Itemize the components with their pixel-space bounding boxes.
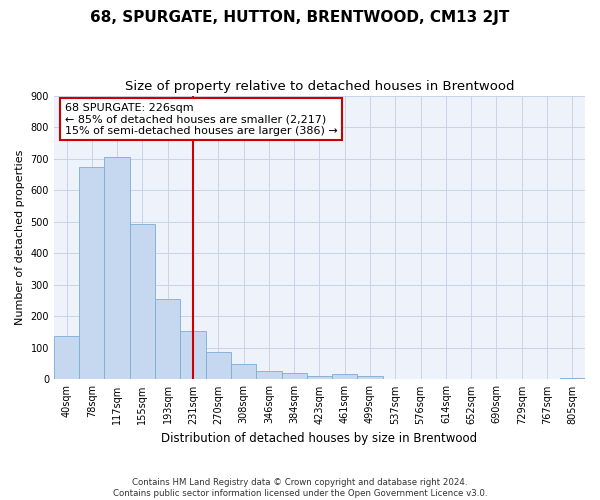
Bar <box>358 376 383 380</box>
Bar <box>332 374 358 380</box>
X-axis label: Distribution of detached houses by size in Brentwood: Distribution of detached houses by size … <box>161 432 478 445</box>
Bar <box>256 371 281 380</box>
Bar <box>130 224 155 380</box>
Bar <box>181 331 206 380</box>
Text: 68 SPURGATE: 226sqm
← 85% of detached houses are smaller (2,217)
15% of semi-det: 68 SPURGATE: 226sqm ← 85% of detached ho… <box>65 102 337 136</box>
Bar <box>560 378 585 380</box>
Bar <box>281 374 307 380</box>
Bar <box>104 156 130 380</box>
Y-axis label: Number of detached properties: Number of detached properties <box>15 150 25 325</box>
Text: Contains HM Land Registry data © Crown copyright and database right 2024.
Contai: Contains HM Land Registry data © Crown c… <box>113 478 487 498</box>
Title: Size of property relative to detached houses in Brentwood: Size of property relative to detached ho… <box>125 80 514 93</box>
Bar <box>231 364 256 380</box>
Bar <box>307 376 332 380</box>
Text: 68, SPURGATE, HUTTON, BRENTWOOD, CM13 2JT: 68, SPURGATE, HUTTON, BRENTWOOD, CM13 2J… <box>91 10 509 25</box>
Bar <box>206 352 231 380</box>
Bar <box>155 298 181 380</box>
Bar <box>54 336 79 380</box>
Bar <box>79 167 104 380</box>
